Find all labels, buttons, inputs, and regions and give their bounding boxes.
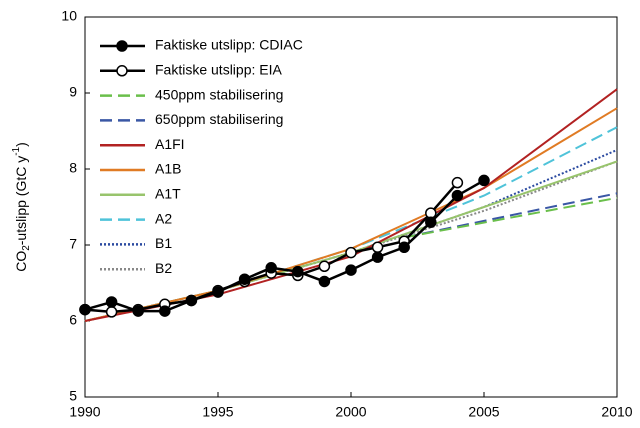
y-tick-label: 7 [69,236,77,252]
data-point [265,262,277,274]
legend-label: A1FI [155,136,185,152]
legend-marker [116,65,128,77]
legend-label: B2 [155,260,172,276]
x-tick-label: 1990 [69,404,100,420]
legend-label: Faktiske utslipp: CDIAC [155,37,303,53]
y-axis-label: CO2-utslipp (GtC y-1) [11,142,32,272]
data-point [185,294,198,307]
data-point [318,260,331,273]
data-point [238,273,251,285]
legend-label: A1T [155,186,181,202]
data-point [132,305,144,317]
y-label-sub: 2 [21,245,32,251]
data-point [159,305,171,317]
y-tick-label: 5 [69,388,77,404]
x-tick-label: 2005 [468,404,499,420]
x-tick-label: 1995 [202,404,233,420]
x-tick-label: 2000 [335,404,366,420]
data-point [371,241,384,254]
data-point [318,275,331,288]
legend-label: A2 [155,210,172,226]
data-point [105,306,118,318]
legend-marker [116,40,128,52]
legend-label: 650ppm stabilisering [155,111,283,127]
legend-label: A1B [155,161,181,177]
y-label-part: CO [13,251,29,272]
data-point [398,241,410,254]
data-point [292,265,304,278]
series-line [84,179,485,313]
legend-label: 450ppm stabilisering [155,86,283,102]
y-label-sup: -1 [11,146,22,155]
x-tick-label: 2010 [601,404,632,420]
data-point [345,264,357,276]
y-tick-label: 6 [69,312,77,328]
y-tick-label: 8 [69,160,77,176]
legend-label: B1 [155,235,172,251]
y-tick-label: 9 [69,84,77,100]
data-point [425,216,437,228]
data-point [371,251,384,263]
series-line [84,160,618,322]
data-point [79,303,91,316]
y-label-part: ) [13,142,29,147]
data-point [451,176,464,189]
data-point [345,246,357,259]
data-point [212,286,224,298]
data-point [478,174,490,187]
series-line [404,196,618,239]
y-label-part: -utslipp (GtC y [13,156,29,245]
legend-label: Faktiske utslipp: EIA [155,62,282,78]
y-tick-label: 10 [61,8,77,24]
data-point [451,189,464,202]
data-point [105,296,118,308]
